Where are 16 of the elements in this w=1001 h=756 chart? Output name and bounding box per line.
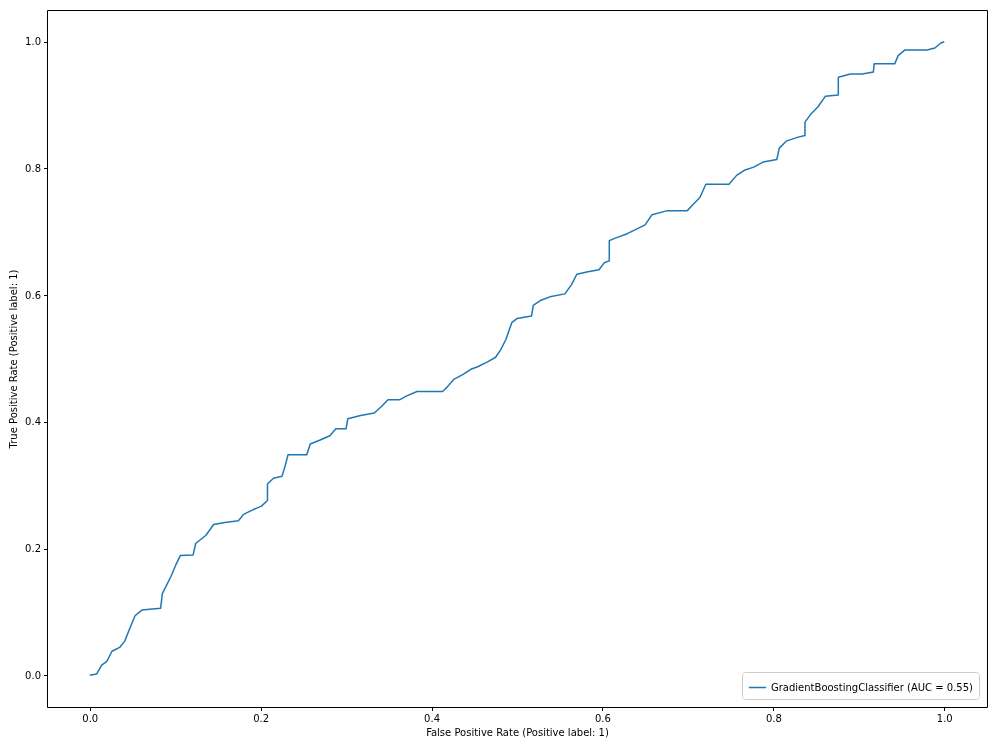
y-tick-label: 0.2: [25, 543, 41, 555]
line-series: [88, 40, 946, 677]
x-tick-label: 0.4: [424, 713, 440, 724]
y-tick-label: 0.8: [25, 162, 41, 174]
x-tick-label: 0.6: [595, 713, 611, 724]
y-tick-label: 0.6: [25, 289, 41, 301]
y-tick-label: 0.4: [25, 416, 41, 428]
x-tick-label: 0.8: [765, 713, 782, 724]
y-axis-title: True Positive Rate (Positive label: 1): [8, 269, 20, 450]
x-tick-label: 0.2: [253, 713, 270, 724]
legend-label: GradientBoostingClassifier (AUC = 0.55): [771, 681, 974, 693]
y-tick-label: 1.0: [25, 36, 41, 48]
x-tick-label: 1.0: [936, 713, 953, 724]
y-tick-label: 0.0: [25, 669, 41, 681]
x-tick-label: 0.0: [82, 713, 99, 724]
x-axis-title: False Positive Rate (Positive label: 1): [426, 727, 609, 738]
